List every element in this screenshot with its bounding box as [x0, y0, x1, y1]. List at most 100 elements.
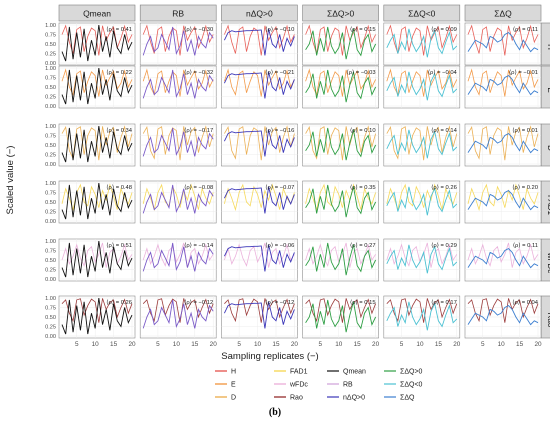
column-strip-label: ΣΔQ<0	[408, 9, 436, 19]
x-tick-label: 20	[372, 341, 380, 348]
series-line-FAD1	[224, 183, 295, 212]
rho-annotation: ⟨ρ⟩ = 0.15	[350, 26, 376, 33]
column-strip	[221, 4, 298, 22]
column-strip	[383, 4, 461, 22]
rho-annotation: ⟨ρ⟩ = 0.11	[513, 26, 538, 33]
y-tick-label: 0.25	[45, 268, 56, 274]
rho-annotation: ⟨ρ⟩ = 0.01	[512, 127, 538, 134]
series-line-ΣΔQ<0	[386, 28, 458, 58]
legend-label: ΣΔQ>0	[400, 369, 423, 376]
x-tick-label: 5	[481, 341, 485, 348]
row-strip-label: FAD1	[546, 195, 550, 216]
series-line-Qmean	[61, 297, 133, 335]
x-tick-label: 5	[156, 341, 160, 348]
y-tick-label: 0.00	[45, 104, 56, 110]
y-tick-label: 0.75	[45, 249, 56, 255]
series-line-Qmean	[61, 240, 133, 278]
series-line-Rao	[467, 298, 539, 323]
series-line-ΣΔQ	[467, 133, 539, 154]
x-tick-label: 15	[191, 341, 199, 348]
series-line-ΣΔQ>0	[305, 299, 377, 333]
rho-annotation: ⟨ρ⟩ = 0.35	[350, 184, 376, 191]
y-tick-label: 0.00	[45, 277, 56, 283]
series-line-RB	[142, 26, 214, 56]
rho-annotation: ⟨ρ⟩ = −0.32	[184, 69, 213, 76]
y-tick-label: 0.00	[45, 61, 56, 67]
series-line-FAD1	[305, 183, 376, 212]
x-tick-label: 20	[291, 341, 299, 348]
series-line-Rao	[224, 298, 295, 323]
y-tick-label: 1.00	[45, 239, 56, 245]
column-strip-label: nΔQ>0	[246, 9, 273, 19]
series-line-ΣΔQ	[467, 248, 539, 269]
rho-annotation: ⟨ρ⟩ = 0.51	[106, 242, 132, 249]
series-line-RB	[142, 242, 214, 272]
series-line-Qmean	[61, 125, 133, 163]
series-line-nΔQ>0	[223, 244, 295, 272]
legend-label: H	[231, 369, 236, 376]
rho-annotation: ⟨ρ⟩ = −0.06	[265, 242, 294, 249]
y-tick-label: 0.25	[45, 153, 56, 159]
series-line-nΔQ>0	[223, 71, 295, 99]
rho-annotation: ⟨ρ⟩ = −0.04	[428, 69, 458, 76]
legend-label: wFDc	[289, 382, 308, 389]
rho-annotation: ⟨ρ⟩ = 0.41	[106, 26, 132, 33]
x-axis-title: Sampling replicates (−)	[221, 351, 318, 362]
rho-annotation: ⟨ρ⟩ = 0.20	[512, 184, 538, 191]
x-tick-label: 10	[498, 341, 506, 348]
rho-annotation: ⟨ρ⟩ = 0.11	[513, 242, 538, 249]
rho-annotation: ⟨ρ⟩ = 0.15	[350, 299, 376, 306]
y-axis-title: Scaled value (−)	[5, 146, 16, 215]
column-strip-label: ΣΔQ>0	[327, 9, 355, 19]
y-tick-label: 0.50	[45, 85, 56, 91]
series-line-ΣΔQ	[467, 305, 539, 326]
series-line-RB	[142, 299, 214, 329]
y-tick-label: 1.00	[45, 23, 56, 29]
x-tick-label: 20	[210, 341, 218, 348]
rho-annotation: ⟨ρ⟩ = −0.10	[265, 26, 294, 33]
series-line-E	[142, 68, 214, 97]
series-line-H	[142, 24, 214, 56]
rho-annotation: ⟨ρ⟩ = 0.34	[106, 127, 132, 134]
y-tick-label: 1.00	[45, 181, 56, 187]
series-line-ΣΔQ<0	[386, 186, 458, 216]
legend-label: Rao	[290, 395, 303, 402]
rho-annotation: ⟨ρ⟩ = −0.12	[184, 299, 213, 306]
series-line-FAD1	[386, 183, 458, 212]
column-strip	[58, 4, 136, 22]
rho-annotation: ⟨ρ⟩ = 0.48	[106, 184, 132, 191]
rho-annotation: ⟨ρ⟩ = −0.17	[184, 127, 213, 134]
series-line-Qmean	[61, 67, 133, 105]
legend-label: RB	[343, 382, 353, 389]
rho-annotation: ⟨ρ⟩ = −0.03	[346, 69, 375, 76]
y-tick-label: 1.00	[45, 124, 56, 130]
y-tick-label: 0.50	[45, 315, 56, 321]
column-strip	[139, 4, 217, 22]
series-line-ΣΔQ<0	[386, 129, 458, 159]
rho-annotation: ⟨ρ⟩ = 0.04	[512, 299, 538, 306]
rho-annotation: ⟨ρ⟩ = 0.26	[106, 299, 132, 306]
y-tick-label: 1.00	[45, 296, 56, 302]
rho-annotation: ⟨ρ⟩ = −0.14	[184, 242, 214, 249]
x-tick-label: 10	[92, 341, 100, 348]
x-tick-label: 15	[110, 341, 118, 348]
series-line-ΣΔQ<0	[386, 71, 458, 101]
y-tick-label: 0.50	[45, 42, 56, 48]
figure-caption: (b)	[268, 407, 282, 418]
series-line-H	[305, 24, 376, 56]
legend-label: nΔQ>0	[343, 395, 365, 402]
series-line-Rao	[386, 298, 458, 323]
row-strip-label: D	[546, 145, 550, 151]
column-strip-label: ΣΔQ	[494, 9, 512, 19]
x-tick-label: 5	[400, 341, 404, 348]
x-tick-label: 15	[354, 341, 362, 348]
rho-annotation: ⟨ρ⟩ = −0.07	[265, 184, 294, 191]
series-line-FAD1	[467, 183, 539, 212]
series-line-D	[467, 125, 539, 161]
x-tick-label: 10	[254, 341, 262, 348]
row-strip-label: E	[546, 87, 550, 92]
rho-annotation: ⟨ρ⟩ = 0.26	[431, 184, 457, 191]
x-tick-label: 5	[75, 341, 79, 348]
x-tick-label: 15	[272, 341, 280, 348]
